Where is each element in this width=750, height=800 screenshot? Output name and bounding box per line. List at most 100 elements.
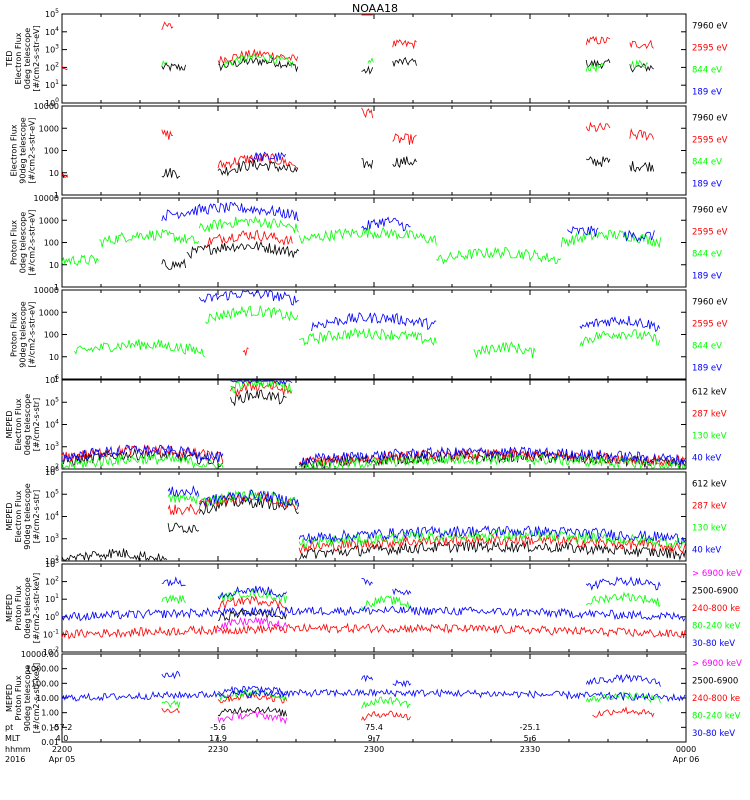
trace-magenta [217, 711, 287, 725]
y-tick-label: 100 [44, 147, 59, 156]
y-axis-label: 0deg telescope [23, 28, 32, 89]
trace-green [223, 52, 294, 69]
trace-black [298, 539, 686, 561]
panel-frame [61, 197, 687, 288]
legend-entry: 189 eV [692, 364, 722, 374]
legend-entry: 612 keV [692, 480, 727, 490]
legend-entry: 130 keV [692, 432, 727, 442]
y-tick-label: 104 [45, 511, 59, 522]
trace-green [367, 57, 374, 64]
y-tick-label: 1 [54, 375, 59, 384]
trace-blue [579, 315, 661, 332]
legend-entry: 189 eV [692, 88, 722, 98]
y-tick-label: 10 [49, 353, 59, 362]
y-axis-label: [#/cm2-s-str] [32, 398, 41, 451]
trace-green [629, 59, 649, 69]
y-tick-label: 100 [45, 97, 59, 108]
trace-blue [161, 576, 186, 587]
x-axis-row-label: 2016 [5, 755, 25, 764]
legend-entry: 7960 eV [692, 22, 728, 32]
trace-red [242, 347, 249, 357]
y-axis-label: TED [5, 50, 14, 67]
trace-red [205, 229, 293, 248]
y-tick-label: 102 [45, 61, 59, 72]
trace-green [99, 228, 200, 248]
trace-blue [585, 576, 661, 591]
trace-blue [361, 577, 373, 587]
y-tick-label: 10 [49, 169, 59, 178]
trace-green [61, 254, 99, 267]
y-tick-label: 103 [45, 44, 59, 55]
trace-green [436, 246, 562, 265]
trace-black [186, 240, 300, 260]
y-tick-label: 1000 [39, 124, 59, 133]
y-tick-label: 10 [49, 261, 59, 270]
y-axis-label: MEPED [5, 594, 14, 622]
legend-entry: 2500-6900 [692, 677, 738, 687]
x-tick-label: -5.6 [210, 723, 226, 732]
y-axis-label: 0deg telescope [19, 212, 28, 273]
x-tick-label: 75.4 [365, 723, 383, 732]
trace-blue [217, 585, 287, 600]
trace-black [298, 450, 686, 470]
y-tick-label: 1000 [39, 308, 59, 317]
trace-black [167, 522, 200, 534]
legend-entry: > 6900 keV [692, 569, 742, 579]
legend-entry: 30-80 keV [692, 729, 735, 739]
y-tick-label: 10000 [34, 286, 59, 295]
trace-green [167, 492, 199, 506]
legend-entry: 2595 eV [692, 228, 728, 238]
trace-green [74, 338, 205, 357]
legend-entry: 130 keV [692, 524, 727, 534]
trace-green [299, 327, 437, 346]
legend-entry: 240-800 ke [692, 604, 740, 614]
trace-red [298, 533, 686, 554]
y-tick-label: 103 [45, 558, 59, 569]
legend-entry: 612 keV [692, 388, 727, 398]
legend-entry: 189 eV [692, 180, 722, 190]
trace-blue [217, 685, 287, 697]
trace-blue [61, 605, 686, 622]
trace-green [298, 226, 437, 246]
trace-blue [311, 312, 437, 332]
trace-red [61, 173, 68, 179]
trace-green [361, 595, 411, 611]
trace-green [198, 489, 299, 508]
y-axis-label: [#/cm2-s-str-eV] [28, 301, 37, 367]
y-tick-label: 102 [45, 576, 59, 587]
y-tick-label: 10000 [34, 194, 59, 203]
trace-black [361, 158, 374, 170]
y-tick-label: 102 [45, 555, 59, 566]
trace-green [585, 62, 605, 73]
y-tick-label: 104 [45, 26, 59, 37]
y-axis-label: Electron Flux [10, 124, 19, 176]
trace-blue [61, 444, 224, 463]
x-axis-row-label: MLT [5, 734, 20, 743]
trace-red [392, 39, 417, 50]
y-tick-label: 1.00 [41, 709, 59, 718]
legend-entry: 844 eV [692, 66, 722, 76]
legend-entry: 7960 eV [692, 206, 728, 216]
panel-frame [61, 105, 687, 196]
trace-blue [230, 380, 293, 386]
legend-entry: 7960 eV [692, 114, 728, 124]
y-axis-label: MEPED [5, 411, 14, 439]
trace-red [161, 21, 174, 31]
trace-red [585, 35, 611, 45]
legend-entry: 30-80 keV [692, 639, 735, 649]
y-tick-label: 103 [45, 533, 59, 544]
x-tick-label: 2330 [520, 745, 540, 754]
trace-black [161, 167, 181, 179]
y-axis-label: 0deg telescope [23, 394, 32, 455]
trace-red [392, 133, 417, 145]
trace-black [61, 447, 224, 468]
trace-blue [392, 588, 412, 596]
x-tick-label: 17.9 [209, 734, 227, 743]
y-axis-label: Proton Flux [10, 220, 19, 265]
legend-entry: 40 keV [692, 546, 721, 556]
x-axis-row-label: hhmm [5, 745, 31, 754]
trace-red [61, 65, 68, 71]
trace-black [217, 706, 287, 717]
trace-black [161, 258, 186, 270]
